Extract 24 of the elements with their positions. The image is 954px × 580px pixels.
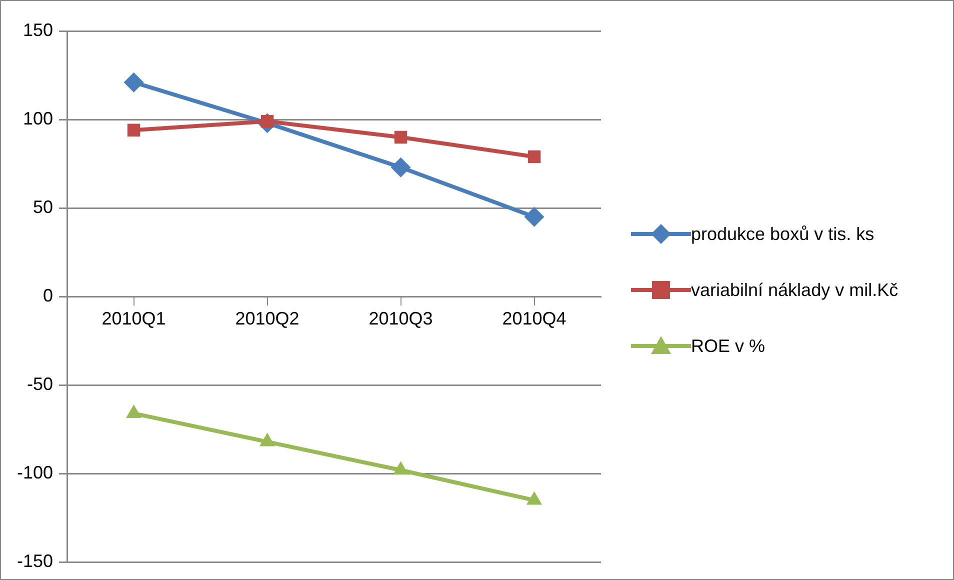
point bbox=[524, 206, 544, 227]
point bbox=[394, 130, 408, 144]
point bbox=[126, 404, 142, 418]
legend-label: variabilní náklady v mil.Kč bbox=[691, 279, 900, 302]
point bbox=[392, 461, 409, 475]
x-tick-label: 2010Q3 bbox=[368, 308, 433, 328]
point bbox=[526, 491, 542, 505]
x-tick-label: 2010Q1 bbox=[102, 308, 166, 328]
point bbox=[127, 124, 140, 137]
point bbox=[259, 432, 276, 446]
point bbox=[124, 72, 144, 92]
legend-label: produkce boxů v tis. ks bbox=[691, 223, 876, 246]
y-tick-label: -150 bbox=[16, 551, 54, 572]
y-tick-label: 100 bbox=[22, 108, 54, 128]
x-tick-label: 2010Q4 bbox=[502, 308, 566, 328]
x-tick-label: 2010Q2 bbox=[235, 308, 300, 328]
point bbox=[390, 157, 411, 178]
y-tick-label: 0 bbox=[43, 286, 54, 306]
legend-label: ROE v % bbox=[691, 335, 766, 358]
y-tick-label: -100 bbox=[16, 462, 54, 483]
y-tick-label: 150 bbox=[22, 20, 54, 40]
y-tick-label: -50 bbox=[27, 374, 54, 394]
y-tick-label: 50 bbox=[32, 197, 54, 218]
point bbox=[528, 150, 541, 164]
